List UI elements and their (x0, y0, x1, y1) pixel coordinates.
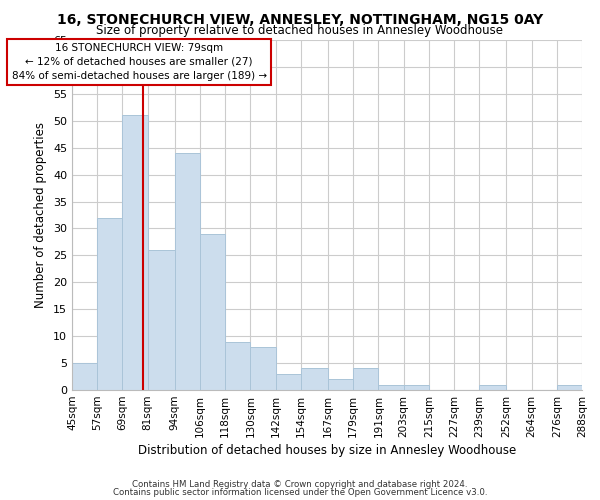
Bar (72, 363, 97, 390)
X-axis label: Distribution of detached houses by size in Annesley Woodhouse: Distribution of detached houses by size … (138, 444, 516, 457)
Bar (148, 250, 175, 390)
Bar (175, 153, 200, 390)
Bar (225, 342, 250, 390)
Bar (97, 218, 122, 390)
Bar (328, 379, 353, 390)
Bar (404, 384, 429, 390)
Bar (250, 347, 275, 390)
Text: 16, STONECHURCH VIEW, ANNESLEY, NOTTINGHAM, NG15 0AY: 16, STONECHURCH VIEW, ANNESLEY, NOTTINGH… (57, 12, 543, 26)
Bar (200, 234, 225, 390)
Bar (479, 384, 506, 390)
Text: Size of property relative to detached houses in Annesley Woodhouse: Size of property relative to detached ho… (97, 24, 503, 37)
Bar (275, 374, 301, 390)
Bar (379, 384, 404, 390)
Bar (122, 116, 148, 390)
Text: Contains public sector information licensed under the Open Government Licence v3: Contains public sector information licen… (113, 488, 487, 497)
Bar (353, 368, 379, 390)
Bar (557, 384, 582, 390)
Text: Contains HM Land Registry data © Crown copyright and database right 2024.: Contains HM Land Registry data © Crown c… (132, 480, 468, 489)
Y-axis label: Number of detached properties: Number of detached properties (34, 122, 47, 308)
Bar (301, 368, 328, 390)
Text: 16 STONECHURCH VIEW: 79sqm
← 12% of detached houses are smaller (27)
84% of semi: 16 STONECHURCH VIEW: 79sqm ← 12% of deta… (11, 42, 267, 80)
